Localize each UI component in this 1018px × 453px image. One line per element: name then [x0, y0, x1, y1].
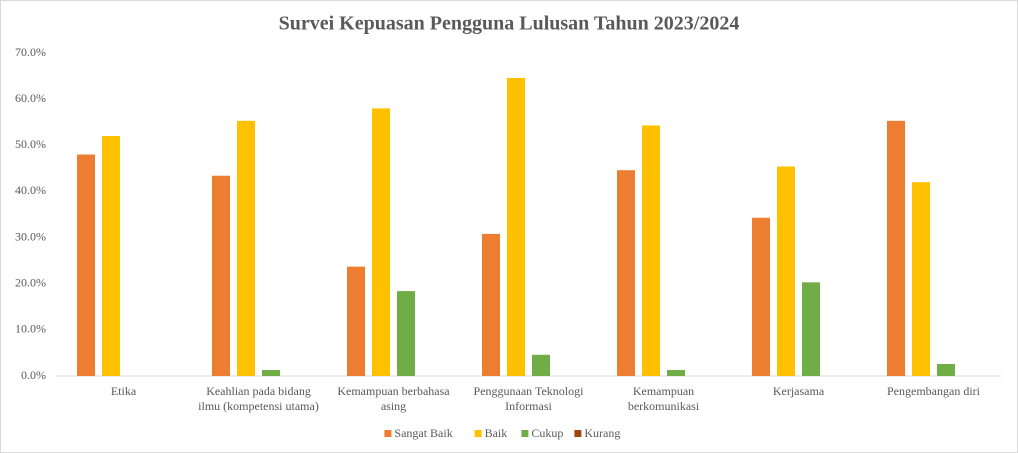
y-tick-label: 20.0% [15, 275, 46, 289]
legend-label: Sangat Baik [394, 426, 452, 440]
legend-label: Cukup [531, 426, 563, 440]
bar [372, 108, 390, 376]
bar [397, 291, 415, 376]
y-tick-label: 60.0% [15, 91, 46, 105]
bar [912, 182, 930, 376]
bar [887, 120, 905, 376]
y-tick-label: 10.0% [15, 322, 46, 336]
y-tick-label: 40.0% [15, 183, 46, 197]
bar [77, 154, 95, 376]
bar [237, 120, 255, 376]
bar [102, 136, 120, 376]
chart-title: Survei Kepuasan Pengguna Lulusan Tahun 2… [279, 13, 740, 35]
bar [617, 170, 635, 376]
y-tick-label: 70.0% [15, 45, 46, 59]
bar [532, 354, 550, 376]
bar [752, 217, 770, 376]
bar [507, 77, 525, 376]
x-tick-label: Kerjasama [772, 384, 825, 398]
x-tick-label: Penggunaan Teknologi Informasi [473, 384, 584, 413]
x-tick-label: Etika [110, 384, 137, 398]
legend-swatch [521, 430, 529, 437]
bar [937, 364, 955, 376]
x-tick-label: Kemampuan berkomunikasi [627, 384, 700, 413]
bar [262, 370, 280, 376]
bar [802, 282, 820, 376]
x-tick-label: Kemampuan berbahasa asing [337, 384, 450, 413]
bar [777, 166, 795, 376]
bar [667, 370, 685, 376]
bar [347, 266, 365, 376]
legend-swatch [574, 430, 582, 437]
y-tick-label: 30.0% [15, 229, 46, 243]
legend-label: Kurang [584, 426, 620, 440]
legend-swatch [384, 430, 392, 437]
x-tick-label: Pengembangan diri [887, 384, 980, 398]
bar [642, 125, 660, 377]
x-tick-label: Keahlian pada bidang ilmu (kompetensi ut… [198, 384, 319, 413]
y-tick-label: 0.0% [21, 368, 46, 382]
bar [212, 175, 230, 376]
legend-label: Baik [485, 426, 508, 440]
bar [482, 233, 500, 376]
y-tick-label: 50.0% [15, 137, 46, 151]
legend-swatch [474, 430, 482, 437]
